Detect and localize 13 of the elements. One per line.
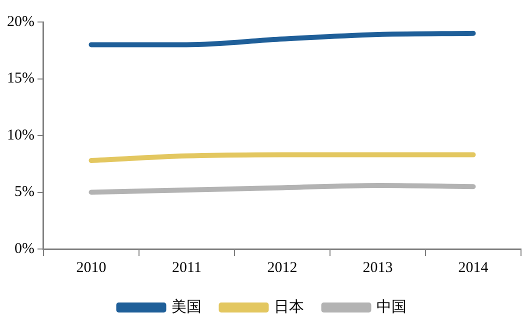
legend-label: 中国 xyxy=(376,298,406,316)
y-tick-label: 20% xyxy=(6,14,34,30)
y-tick-label: 10% xyxy=(6,127,34,144)
x-tick-label: 2010 xyxy=(76,260,106,276)
x-tick-label: 2014 xyxy=(458,260,489,276)
legend-label: 日本 xyxy=(274,298,304,316)
y-tick-label: 15% xyxy=(6,70,34,87)
y-tick-label: 5% xyxy=(14,184,34,200)
y-tick-label: 0% xyxy=(14,240,34,257)
x-tick-label: 2013 xyxy=(362,260,393,276)
legend-label: 美国 xyxy=(171,298,202,316)
x-tick-label: 2011 xyxy=(172,260,202,276)
x-tick-label: 2012 xyxy=(267,260,298,276)
